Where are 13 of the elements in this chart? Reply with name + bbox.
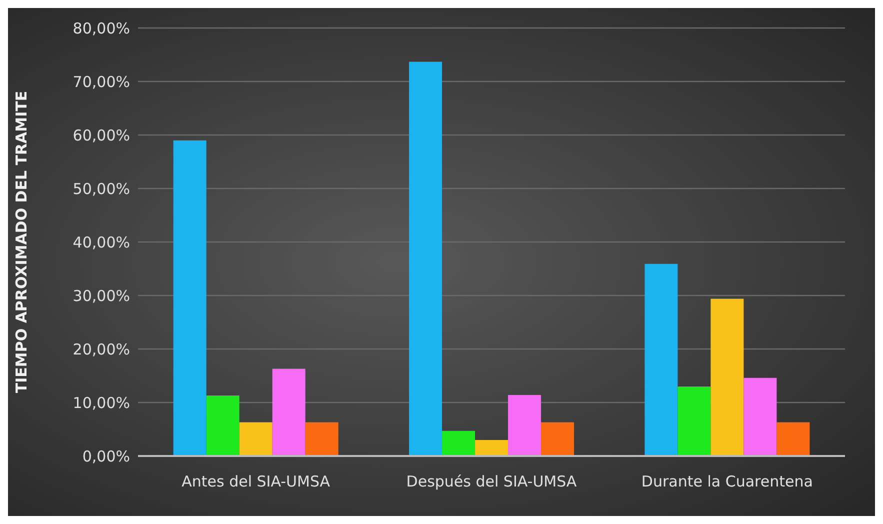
y-axis-title: TIEMPO APROXIMADO DEL TRAMITE: [12, 90, 30, 394]
y-tick-label: 60,00%: [72, 126, 130, 144]
x-tick-label: Antes del SIA-UMSA: [182, 472, 331, 491]
x-tick-label: Durante la Cuarentena: [641, 472, 813, 491]
y-tick-label: 10,00%: [72, 394, 130, 412]
y-tick-label: 30,00%: [72, 286, 130, 305]
y-tick-label: 0,00%: [82, 447, 130, 466]
y-tick-label: 80,00%: [72, 19, 130, 38]
y-tick-label: 70,00%: [72, 72, 130, 91]
y-tick-label: 50,00%: [72, 180, 130, 198]
y-tick-label: 20,00%: [72, 340, 130, 358]
y-tick-label: 40,00%: [72, 233, 130, 252]
x-tick-label: Después del SIA-UMSA: [406, 472, 578, 491]
